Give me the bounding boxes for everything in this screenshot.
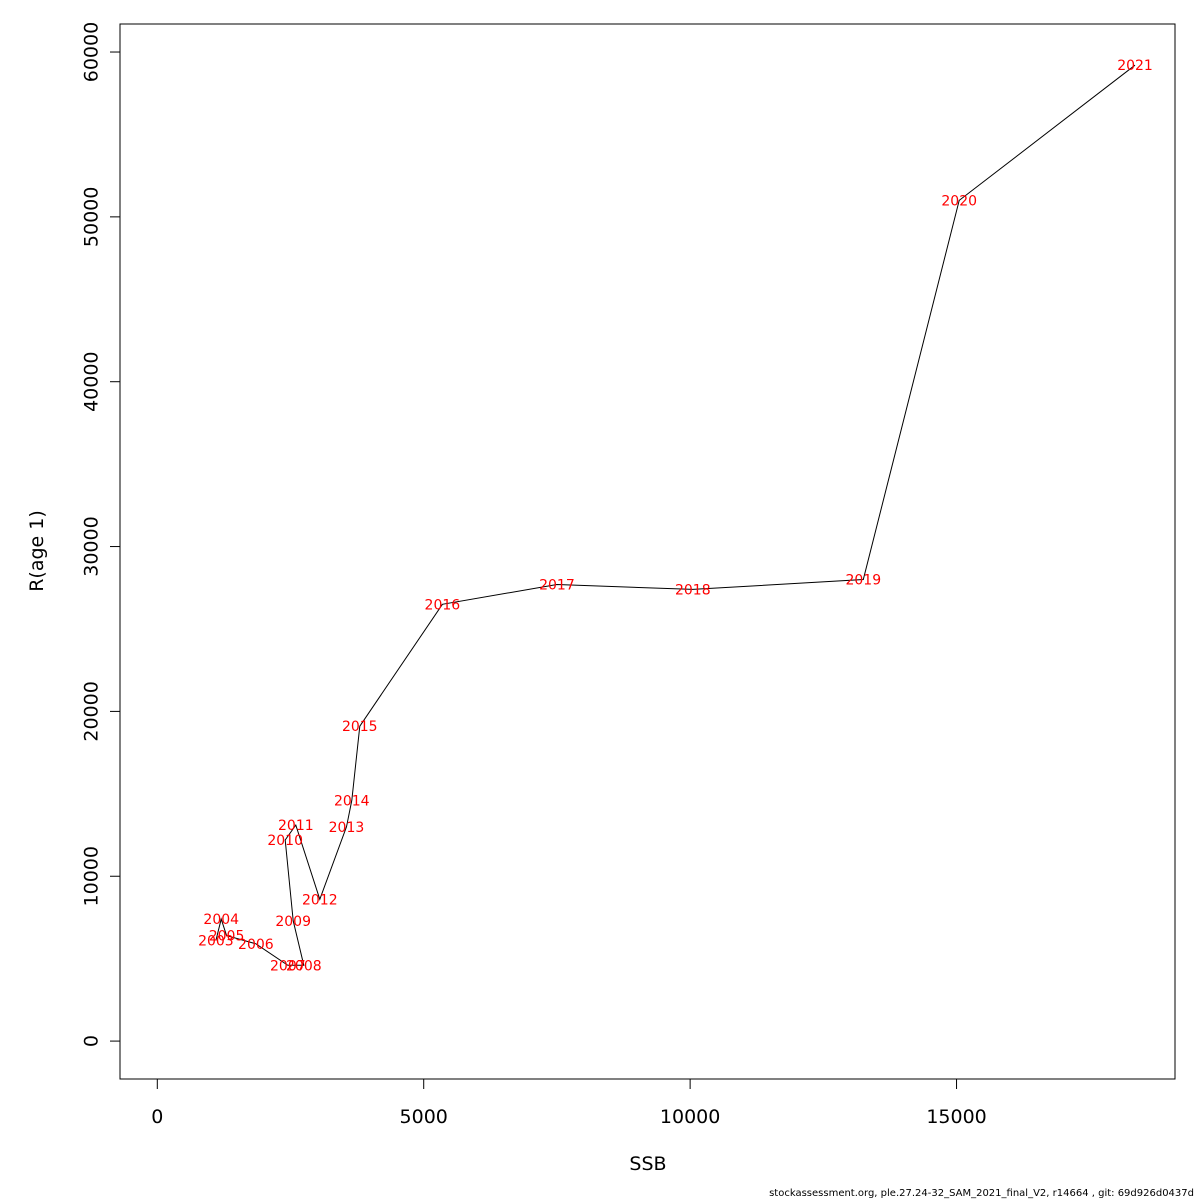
point-label-2016: 2016 bbox=[425, 597, 461, 613]
point-label-2009: 2009 bbox=[275, 914, 311, 930]
point-label-2006: 2006 bbox=[238, 937, 274, 953]
y-tick-label: 50000 bbox=[81, 187, 103, 247]
point-label-2004: 2004 bbox=[203, 912, 239, 928]
y-tick-label: 40000 bbox=[81, 351, 103, 411]
point-label-2005: 2005 bbox=[209, 929, 245, 945]
point-label-2012: 2012 bbox=[302, 892, 338, 908]
point-label-2011: 2011 bbox=[278, 818, 314, 834]
x-tick-label: 10000 bbox=[660, 1106, 720, 1128]
point-label-2020: 2020 bbox=[941, 193, 977, 209]
y-tick-label: 60000 bbox=[81, 22, 103, 82]
point-label-2007: 2007 bbox=[270, 958, 306, 974]
footer-credit: stockassessment.org, ple.27.24-32_SAM_20… bbox=[769, 1188, 1194, 1199]
point-label-2010: 2010 bbox=[267, 833, 303, 849]
point-label-2015: 2015 bbox=[342, 719, 378, 735]
x-axis-label: SSB bbox=[629, 1153, 667, 1175]
point-label-2017: 2017 bbox=[539, 577, 575, 593]
y-axis-label: R(age 1) bbox=[26, 510, 48, 592]
point-label-2013: 2013 bbox=[329, 820, 365, 836]
y-tick-label: 10000 bbox=[81, 846, 103, 906]
point-label-2021: 2021 bbox=[1117, 58, 1153, 74]
series-line bbox=[215, 64, 1136, 966]
x-tick-label: 0 bbox=[151, 1106, 163, 1128]
point-label-2003: 2003 bbox=[198, 934, 234, 950]
axes: 0 5000 10000 15000 0 10000 20000 30000 40000 5000… bbox=[81, 22, 987, 1128]
x-tick-label: 5000 bbox=[400, 1106, 448, 1128]
point-label-2018: 2018 bbox=[675, 582, 711, 598]
x-tick-label: 15000 bbox=[926, 1106, 986, 1128]
y-tick-label: 0 bbox=[81, 1035, 103, 1047]
point-label-2014: 2014 bbox=[334, 793, 370, 809]
y-tick-label: 20000 bbox=[81, 681, 103, 741]
y-tick-label: 30000 bbox=[81, 516, 103, 576]
point-label-2019: 2019 bbox=[845, 573, 881, 589]
point-label-2008: 2008 bbox=[286, 958, 322, 974]
